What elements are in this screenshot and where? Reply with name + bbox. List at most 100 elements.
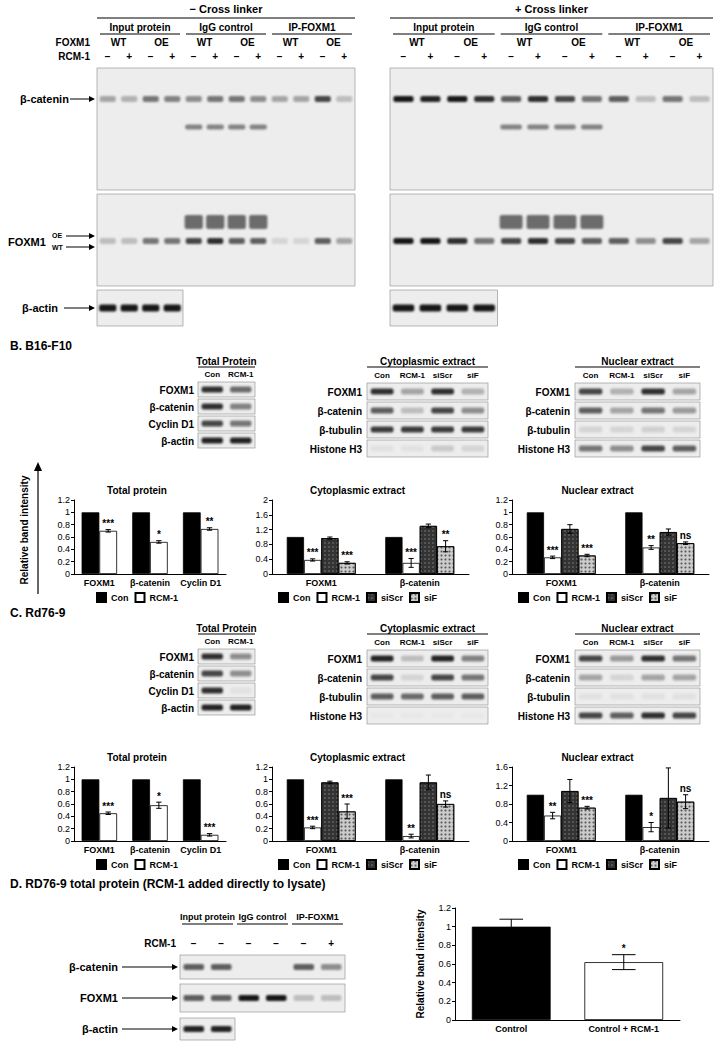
svg-text:RCM-1: RCM-1 [149,860,178,870]
svg-text:+: + [126,51,132,62]
svg-text:Con: Con [583,371,599,380]
svg-text:0.2: 0.2 [495,557,508,567]
svg-text:*: * [622,943,626,954]
svg-text:−: − [670,51,676,62]
svg-text:1.2: 1.2 [495,495,508,505]
svg-text:0: 0 [263,836,268,846]
svg-text:RCM-1: RCM-1 [400,638,426,647]
svg-text:1.6: 1.6 [495,762,508,772]
svg-text:FOXM1: FOXM1 [56,37,91,48]
svg-text:RCM-1: RCM-1 [609,638,635,647]
svg-text:1.2: 1.2 [255,762,268,772]
svg-text:Con: Con [374,638,390,647]
svg-text:**: ** [549,801,557,812]
svg-text:FOXM1: FOXM1 [84,845,115,855]
svg-text:Histone H3: Histone H3 [310,444,363,455]
svg-text:2: 2 [263,495,268,505]
svg-text:β-catenin: β-catenin [400,578,440,588]
svg-text:Total protein: Total protein [107,752,167,763]
svg-text:***: *** [581,543,593,554]
svg-text:***: *** [581,795,593,806]
svg-text:FOXM1: FOXM1 [306,845,337,855]
svg-text:D. RD76-9 total protein (RCM-1: D. RD76-9 total protein (RCM-1 added dir… [10,877,325,891]
svg-text:0.2: 0.2 [57,824,70,834]
svg-text:***: *** [341,550,353,561]
svg-text:−: − [401,51,407,62]
svg-text:Nuclear extract: Nuclear extract [601,623,674,634]
svg-text:+: + [427,51,433,62]
svg-text:1: 1 [65,774,70,784]
svg-text:+: + [169,51,175,62]
svg-text:−: − [301,938,307,949]
svg-text:*: * [157,791,161,802]
svg-text:***: *** [204,822,216,833]
svg-text:Cyclin D1: Cyclin D1 [180,845,221,855]
svg-text:Cyclin D1: Cyclin D1 [148,686,194,697]
svg-text:β-actin: β-actin [22,302,58,314]
svg-text:FOXM1: FOXM1 [546,845,577,855]
svg-text:0: 0 [446,1015,451,1025]
svg-text:RCM-1: RCM-1 [228,637,254,646]
svg-text:Con: Con [111,860,129,870]
svg-text:RCM-1: RCM-1 [58,51,90,62]
svg-text:+: + [697,51,703,62]
svg-text:β-catenin: β-catenin [526,673,570,684]
svg-text:0: 0 [65,569,70,579]
svg-text:+ Cross linker: + Cross linker [515,3,589,15]
svg-text:0: 0 [503,836,508,846]
svg-text:OE: OE [571,37,586,48]
svg-text:Control: Control [495,1024,527,1034]
svg-text:1.2: 1.2 [57,762,70,772]
svg-text:Con: Con [533,860,551,870]
svg-text:siF: siF [424,593,438,603]
svg-text:IgG control: IgG control [199,22,253,33]
svg-text:FOXM1: FOXM1 [306,578,337,588]
svg-text:Con: Con [293,593,311,603]
svg-text:β-catenin: β-catenin [640,578,680,588]
svg-text:FOXM1: FOXM1 [536,654,571,665]
svg-text:0.8: 0.8 [495,799,508,809]
svg-text:0.2: 0.2 [255,824,268,834]
svg-text:*: * [649,811,653,822]
svg-text:Control + RCM-1: Control + RCM-1 [588,1024,659,1034]
svg-text:β-catenin: β-catenin [150,669,194,680]
svg-text:ns: ns [680,783,692,794]
svg-text:−: − [508,51,514,62]
svg-text:**: ** [206,516,214,527]
svg-text:0.6: 0.6 [255,799,268,809]
svg-text:0.6: 0.6 [438,959,451,969]
svg-text:Con: Con [583,638,599,647]
svg-text:−: − [234,51,240,62]
svg-text:β-catenin: β-catenin [400,845,440,855]
svg-text:0.6: 0.6 [57,799,70,809]
svg-text:β-actin: β-actin [161,436,194,447]
svg-text:IgG control: IgG control [525,22,579,33]
svg-text:β-catenin: β-catenin [130,845,170,855]
svg-text:+: + [341,51,347,62]
svg-text:Con: Con [111,593,129,603]
svg-text:***: *** [405,547,417,558]
svg-text:Relative band intensity: Relative band intensity [19,475,30,584]
svg-text:B. B16-F10: B. B16-F10 [10,339,72,353]
svg-text:RCM-1: RCM-1 [571,593,600,603]
svg-text:WT: WT [52,244,64,251]
svg-text:FOXM1: FOXM1 [160,385,195,396]
svg-text:Cyclin D1: Cyclin D1 [148,419,194,430]
svg-text:0: 0 [503,569,508,579]
svg-text:0.4: 0.4 [495,544,508,554]
svg-text:siF: siF [679,638,691,647]
svg-text:OE: OE [679,37,694,48]
svg-text:−: − [320,51,326,62]
svg-text:siScr: siScr [433,371,453,380]
svg-text:**: ** [647,534,655,545]
svg-text:+: + [481,51,487,62]
svg-text:−: − [105,51,111,62]
svg-text:Cytoplasmic extract: Cytoplasmic extract [380,356,476,367]
svg-text:+: + [643,51,649,62]
svg-text:0.4: 0.4 [438,978,451,988]
svg-text:FOXM1: FOXM1 [328,654,363,665]
svg-text:−: − [191,938,197,949]
svg-text:siScr: siScr [381,593,404,603]
svg-text:Con: Con [293,860,311,870]
svg-text:β-catenin: β-catenin [640,845,680,855]
